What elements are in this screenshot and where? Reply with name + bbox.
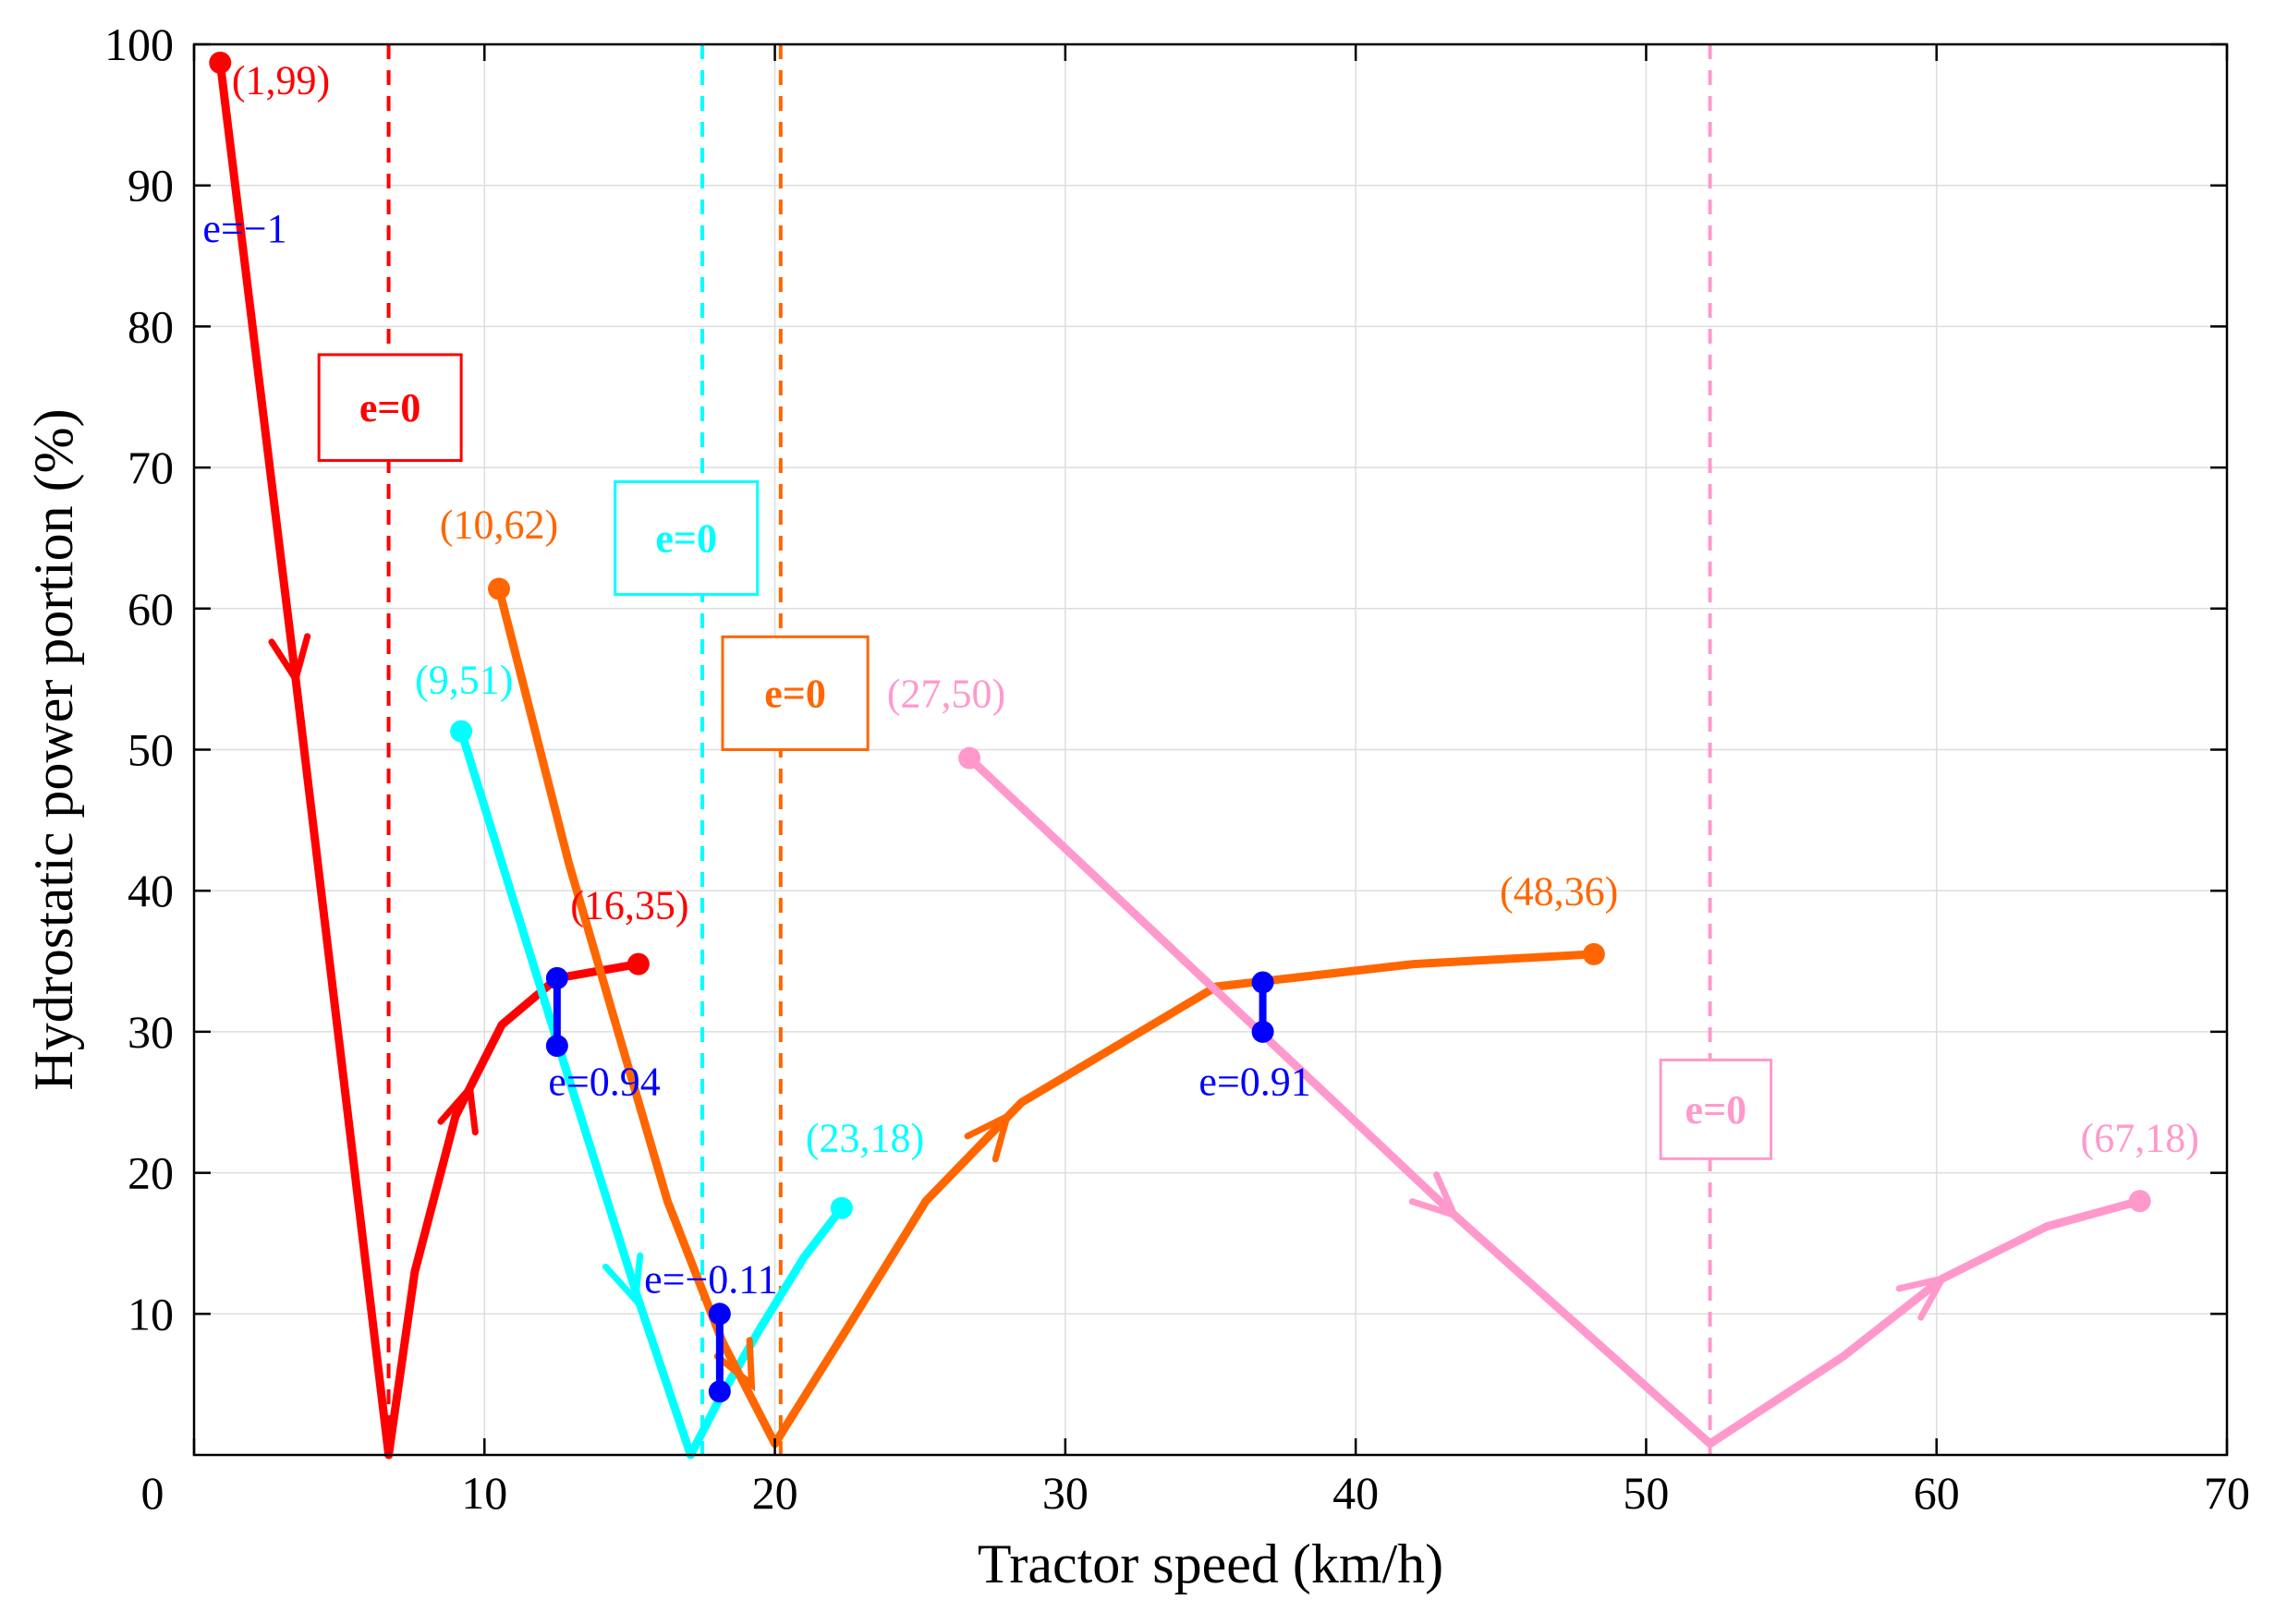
y-tick-label: 30: [128, 1006, 174, 1058]
efficiency-segment: [1251, 971, 1274, 1043]
y-tick-label: 50: [128, 724, 174, 776]
label-red-start: (1,99): [232, 57, 330, 103]
y-tick-label: 80: [128, 300, 174, 352]
series-line-orange: [494, 584, 1599, 1448]
label-cyan-start: (9,51): [415, 657, 513, 702]
grid: [194, 44, 2227, 1455]
annotation-box-label: e=0: [1685, 1087, 1747, 1133]
annotation-box-frame: [1659, 1058, 1773, 1160]
end-marker-red: [627, 952, 650, 976]
start-marker-red: [209, 51, 232, 74]
end-marker-cyan: [830, 1196, 853, 1219]
x-tick-label: 70: [2204, 1467, 2250, 1519]
label-orange-end: (48,36): [1500, 868, 1618, 914]
label-e-minus-011: e=−0.11: [644, 1256, 778, 1302]
x-tick-label: 30: [1042, 1467, 1089, 1519]
annotation-box-frame: [614, 479, 760, 597]
efficiency-segment: [708, 1303, 731, 1403]
annotation-boxes: e=0 e=0 e=0 e=0: [317, 353, 1773, 1160]
series-pink: [958, 746, 2151, 1448]
x-tick-label: 10: [461, 1467, 507, 1519]
annotation-box-frame: [721, 635, 870, 752]
y-tick-label: 20: [128, 1147, 174, 1199]
efficiency-marker: [1251, 1020, 1274, 1043]
start-marker-orange: [488, 577, 510, 600]
direction-arrow-pink: [1895, 1273, 1949, 1321]
label-pink-start: (27,50): [887, 672, 1005, 717]
y-tick-label: 70: [128, 442, 174, 493]
label-orange-start: (10,62): [440, 502, 558, 547]
label-e-094: e=0.94: [548, 1060, 660, 1105]
x-tick-label: 50: [1623, 1467, 1669, 1519]
annotation-box-label: e=0: [764, 671, 826, 716]
label-pink-end: (67,18): [2081, 1116, 2199, 1161]
series-line-red: [215, 58, 643, 1460]
x-tick-label: 60: [1914, 1467, 1960, 1519]
series-red: [209, 51, 650, 1460]
annotation-box-frame: [317, 353, 463, 462]
x-axis-title: Tractor speed (km/h): [978, 1533, 1443, 1594]
direction-arrow-red: [437, 1080, 479, 1136]
start-marker-pink: [958, 746, 981, 770]
annotation-box-label: e=0: [359, 385, 421, 430]
start-marker-cyan: [450, 720, 473, 743]
red-box: e=0: [317, 353, 463, 462]
direction-arrow-orange: [713, 1337, 756, 1392]
series-cyan: [450, 720, 853, 1460]
y-tick-label: 60: [128, 583, 174, 635]
annotation-box-label: e=0: [655, 515, 717, 561]
data-series: [209, 51, 2151, 1460]
efficiency-marker: [545, 1035, 568, 1058]
label-cyan-end: (23,18): [806, 1116, 924, 1161]
label-red-end: (16,35): [570, 883, 688, 928]
direction-arrow-red: [268, 633, 311, 687]
direction-arrow-cyan: [602, 1252, 644, 1308]
series-orange: [488, 577, 1605, 1448]
series-line-cyan: [456, 727, 846, 1460]
y-tick-label: 90: [128, 160, 174, 212]
efficiency-marker: [1251, 971, 1274, 994]
label-e-091: e=0.91: [1198, 1060, 1310, 1105]
y-axis-ticks: 10 20 30 40 50 60 70 80 90 100: [104, 18, 2227, 1339]
x-tick-label: 40: [1332, 1467, 1379, 1519]
efficiency-segments: [545, 966, 1274, 1403]
efficiency-segment: [545, 966, 568, 1058]
cyan-box: e=0: [614, 479, 760, 597]
y-tick-label: 100: [104, 18, 174, 70]
orange-box: e=0: [721, 635, 870, 752]
efficiency-marker: [708, 1380, 731, 1403]
x-tick-label: 20: [752, 1467, 798, 1519]
direction-arrow-orange: [964, 1109, 1013, 1163]
end-marker-orange: [1582, 942, 1605, 965]
series-line-pink: [965, 754, 2145, 1448]
y-tick-label: 40: [128, 865, 174, 916]
y-tick-label: 10: [128, 1288, 174, 1339]
point-labels: (1,99) (16,35) (10,62) (48,36) (9,51) (23,18)…: [202, 57, 2198, 1302]
x-tick-label: 0: [141, 1467, 164, 1519]
x-axis-ticks: 0 10 20 30 40 50 60 70: [141, 44, 2250, 1519]
end-marker-pink: [2128, 1190, 2151, 1213]
pink-box: e=0: [1659, 1058, 1773, 1160]
y-axis-title: Hydrostatic power portion (%): [23, 408, 84, 1090]
efficiency-marker: [545, 966, 568, 989]
efficiency-marker: [708, 1303, 731, 1326]
label-e-minus-1: e=−1: [202, 206, 286, 251]
direction-arrow-pink: [1408, 1171, 1461, 1221]
